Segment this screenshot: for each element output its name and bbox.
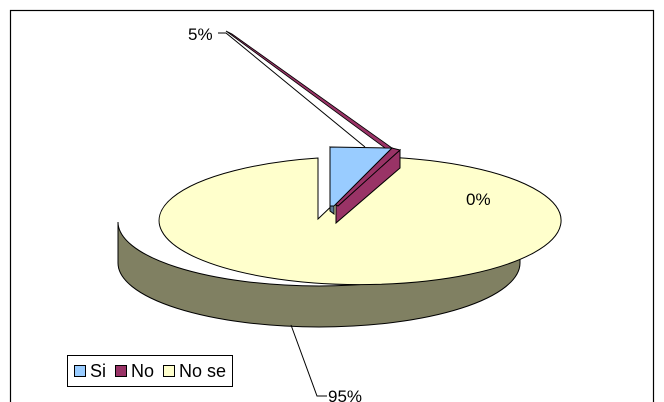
legend-item-no-se: No se (163, 361, 226, 382)
legend-item-no: No (115, 361, 154, 382)
legend-label-si: Si (90, 360, 107, 381)
legend-swatch-si (74, 365, 86, 377)
slice-no-se (158, 156, 562, 286)
legend-label-no-se: No se (179, 360, 227, 381)
legend-item-si: Si (74, 361, 106, 382)
legend-label-no: No (131, 360, 155, 381)
slice-si (329, 146, 394, 207)
leader-line-no (225, 30, 394, 149)
data-label-no-se: 95% (328, 387, 362, 402)
legend-swatch-no (115, 365, 128, 377)
data-label-no: 0% (466, 190, 491, 209)
data-label-si: 5% (188, 25, 213, 44)
leader-line-no-se (290, 324, 327, 397)
slice-no-se-side (117, 221, 521, 328)
chart-border (9, 9, 655, 402)
legend: Si No No se (67, 355, 234, 387)
leader-line-si (218, 32, 366, 148)
legend-swatch-no-se (163, 365, 176, 377)
